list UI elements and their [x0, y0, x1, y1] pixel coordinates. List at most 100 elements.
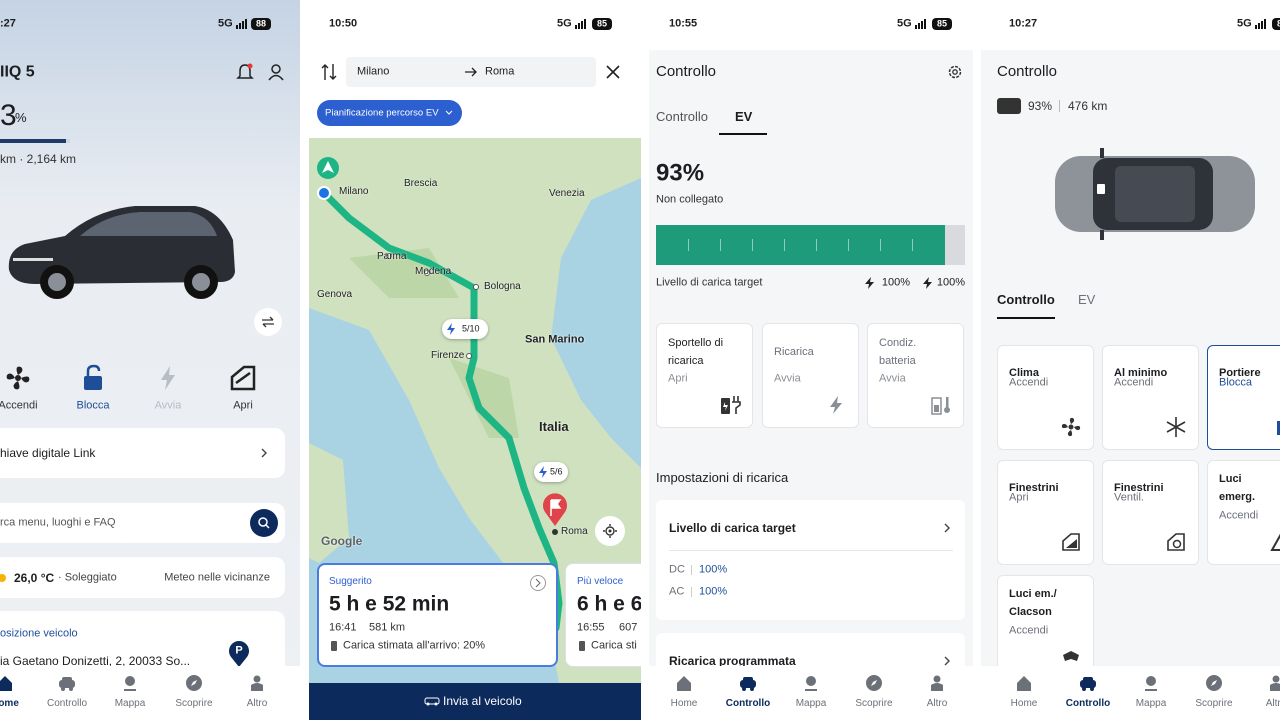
nav-item[interactable]: Mappa — [795, 698, 827, 709]
battery-bar-tick — [816, 239, 817, 251]
action-label[interactable]: Avvia — [154, 399, 182, 412]
nav-item[interactable]: Mappa — [114, 698, 146, 709]
chevron — [261, 448, 267, 458]
control-card[interactable] — [997, 575, 1094, 680]
action-label[interactable]: Blocca — [76, 399, 110, 412]
control-screen: 10:27 5G 88 Controllo 93% 476 km Controllo EV Cl… — [981, 0, 1280, 720]
tab-underline — [997, 317, 1055, 319]
search-placeholder: rca menu, luoghi e FAQ — [0, 516, 116, 529]
control-name: Finestrini — [1114, 482, 1164, 494]
route-arrival: 16:41 — [329, 621, 357, 634]
tab-underline — [719, 133, 767, 135]
action-label[interactable]: Accendi — [0, 399, 38, 412]
charge-unit: % — [15, 110, 27, 126]
route-card[interactable] — [565, 563, 641, 667]
nav-item[interactable]: Mappa — [1135, 698, 1167, 709]
action-icon — [161, 366, 175, 390]
ac-label: AC — [669, 585, 685, 598]
battery-icon — [997, 98, 1021, 114]
action-icon — [84, 364, 102, 390]
nav-item[interactable]: Home — [670, 698, 698, 709]
control-card[interactable] — [1207, 345, 1280, 450]
car-top-view — [1055, 148, 1255, 240]
target-ac: 100% — [936, 276, 965, 289]
chevron — [944, 656, 950, 666]
digital-key-card[interactable] — [0, 428, 285, 478]
control-card[interactable] — [1102, 345, 1199, 450]
weather-link[interactable]: Meteo nelle vicinanze — [164, 571, 270, 584]
battery-small-icon — [331, 641, 337, 651]
tab[interactable]: EV — [1078, 292, 1096, 308]
status-battery: 85 — [596, 18, 608, 29]
nav-item[interactable]: Controllo — [1065, 698, 1111, 709]
ev-planning-chip[interactable] — [317, 100, 462, 126]
route-card[interactable] — [317, 563, 558, 667]
tab-active[interactable]: Controllo — [997, 292, 1055, 308]
nav-icon — [1080, 677, 1096, 691]
nav-icon — [805, 676, 817, 691]
control-name: Al minimo — [1114, 367, 1168, 379]
route-charge: Carica stimata all'arrivo: 20% — [343, 639, 486, 652]
control-name: Luci em./ Clacson — [1009, 588, 1057, 618]
signal-icon — [575, 19, 586, 29]
battery-badge — [1272, 18, 1280, 30]
action-label[interactable]: Apri — [233, 399, 253, 412]
route-distance: 581 km — [369, 621, 406, 634]
map-screen: 10:50 5G 85 Milano Roma Pianificazione percor… — [309, 0, 641, 720]
route-distance: 607 — [619, 621, 638, 634]
schedule-title: Ricarica programmata — [669, 653, 796, 668]
chevron — [944, 523, 950, 533]
control-action: Accendi — [1219, 509, 1259, 522]
search-card[interactable] — [0, 503, 285, 543]
control-card[interactable] — [1207, 460, 1280, 565]
ac-icon — [923, 277, 932, 289]
send-button[interactable] — [309, 683, 641, 720]
swap-button[interactable] — [254, 308, 282, 336]
nav-item[interactable]: Altro — [246, 698, 268, 709]
tab-active[interactable]: EV — [735, 109, 753, 125]
function-card[interactable] — [762, 323, 859, 428]
nav-item[interactable]: Scoprire — [175, 698, 213, 709]
dc-separator — [691, 565, 692, 575]
search-icon — [258, 517, 270, 529]
nav-icon — [1270, 675, 1280, 691]
control-card[interactable] — [1102, 460, 1199, 565]
control-icon — [1167, 533, 1185, 551]
function-card[interactable] — [656, 323, 753, 428]
nav-item[interactable]: Scoprire — [855, 698, 893, 709]
nav-item[interactable]: Controllo — [46, 698, 88, 709]
ev-planning-label: Pianificazione percorso EV — [325, 107, 439, 119]
nav-item[interactable]: Altro — [926, 698, 948, 709]
nav-icon — [1017, 676, 1031, 691]
map-label: Bologna — [484, 281, 521, 292]
battery-bar-tick — [688, 239, 689, 251]
nav-item[interactable]: Controllo — [725, 698, 771, 709]
settings-card[interactable] — [656, 500, 965, 620]
home-screen: :27 5G 88 IIQ 5 3% km · 2,164 km Accendi Blocca… — [0, 0, 300, 720]
function-action: Avvia — [879, 372, 906, 385]
map-label: Genova — [317, 289, 353, 300]
ac-separator — [691, 587, 692, 597]
tab[interactable]: Controllo — [656, 109, 709, 125]
map-label: Italia — [539, 419, 569, 435]
nav-item[interactable]: Home — [1010, 698, 1038, 709]
charging-stop[interactable] — [442, 319, 488, 339]
settings-divider — [669, 550, 953, 551]
parking-badge: P — [235, 644, 243, 657]
search-button[interactable] — [250, 509, 278, 537]
nav-item[interactable]: Home — [0, 698, 19, 709]
destination: Roma — [485, 65, 515, 78]
function-icon — [830, 396, 842, 414]
control-action: Accendi — [1009, 376, 1049, 389]
range: km · 2,164 km — [0, 151, 77, 166]
control-icon — [1270, 533, 1280, 551]
nav-item[interactable]: Scoprire — [1195, 698, 1233, 709]
control-card[interactable] — [997, 345, 1094, 450]
car-image — [8, 206, 235, 299]
function-action: Avvia — [774, 372, 801, 385]
control-action: Accendi — [1009, 624, 1049, 637]
nav-item[interactable]: Altro — [1265, 698, 1280, 709]
status-time: 10:55 — [669, 17, 698, 30]
top-area — [981, 0, 1280, 50]
control-card[interactable] — [997, 460, 1094, 565]
